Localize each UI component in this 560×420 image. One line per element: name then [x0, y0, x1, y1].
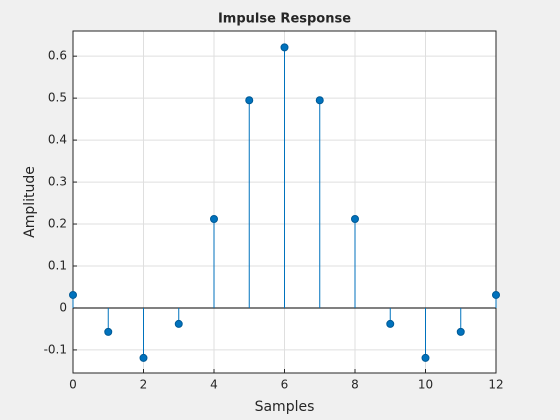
x-axis-label: Samples [255, 399, 315, 415]
stem-marker [280, 43, 289, 52]
stem-marker [492, 290, 500, 299]
x-tick-label: 8 [351, 378, 359, 392]
y-axis-label: Amplitude [22, 166, 38, 238]
y-tick-label: 0.2 [48, 217, 67, 231]
stem-marker [104, 327, 113, 336]
y-tick-label: 0.6 [48, 49, 67, 63]
x-tick-label: 12 [488, 378, 503, 392]
y-tick-label: 0.1 [48, 258, 67, 272]
stem-marker [69, 290, 77, 299]
stem-marker [315, 96, 324, 105]
y-tick-label: 0.5 [48, 91, 67, 105]
stem-marker [210, 214, 218, 223]
y-tick-label: -0.1 [44, 342, 67, 356]
x-tick-label: 6 [281, 378, 289, 392]
chart-title: Impulse Response [218, 12, 351, 27]
axes-box [72, 30, 497, 374]
stem-marker [174, 319, 183, 328]
y-tick-label: 0.3 [48, 175, 67, 189]
y-tick-label: 0 [59, 300, 67, 314]
x-tick-label: 0 [69, 378, 77, 392]
x-tick-label: 2 [140, 378, 148, 392]
stem-marker [456, 327, 465, 336]
stem-marker [386, 319, 395, 328]
stem-marker [351, 214, 359, 223]
x-tick-label: 10 [418, 378, 433, 392]
y-tick-label: 0.4 [48, 133, 67, 147]
x-tick-label: 4 [210, 378, 218, 392]
stem-marker [421, 353, 430, 362]
stem-marker [245, 96, 254, 105]
stem-marker [139, 353, 148, 362]
